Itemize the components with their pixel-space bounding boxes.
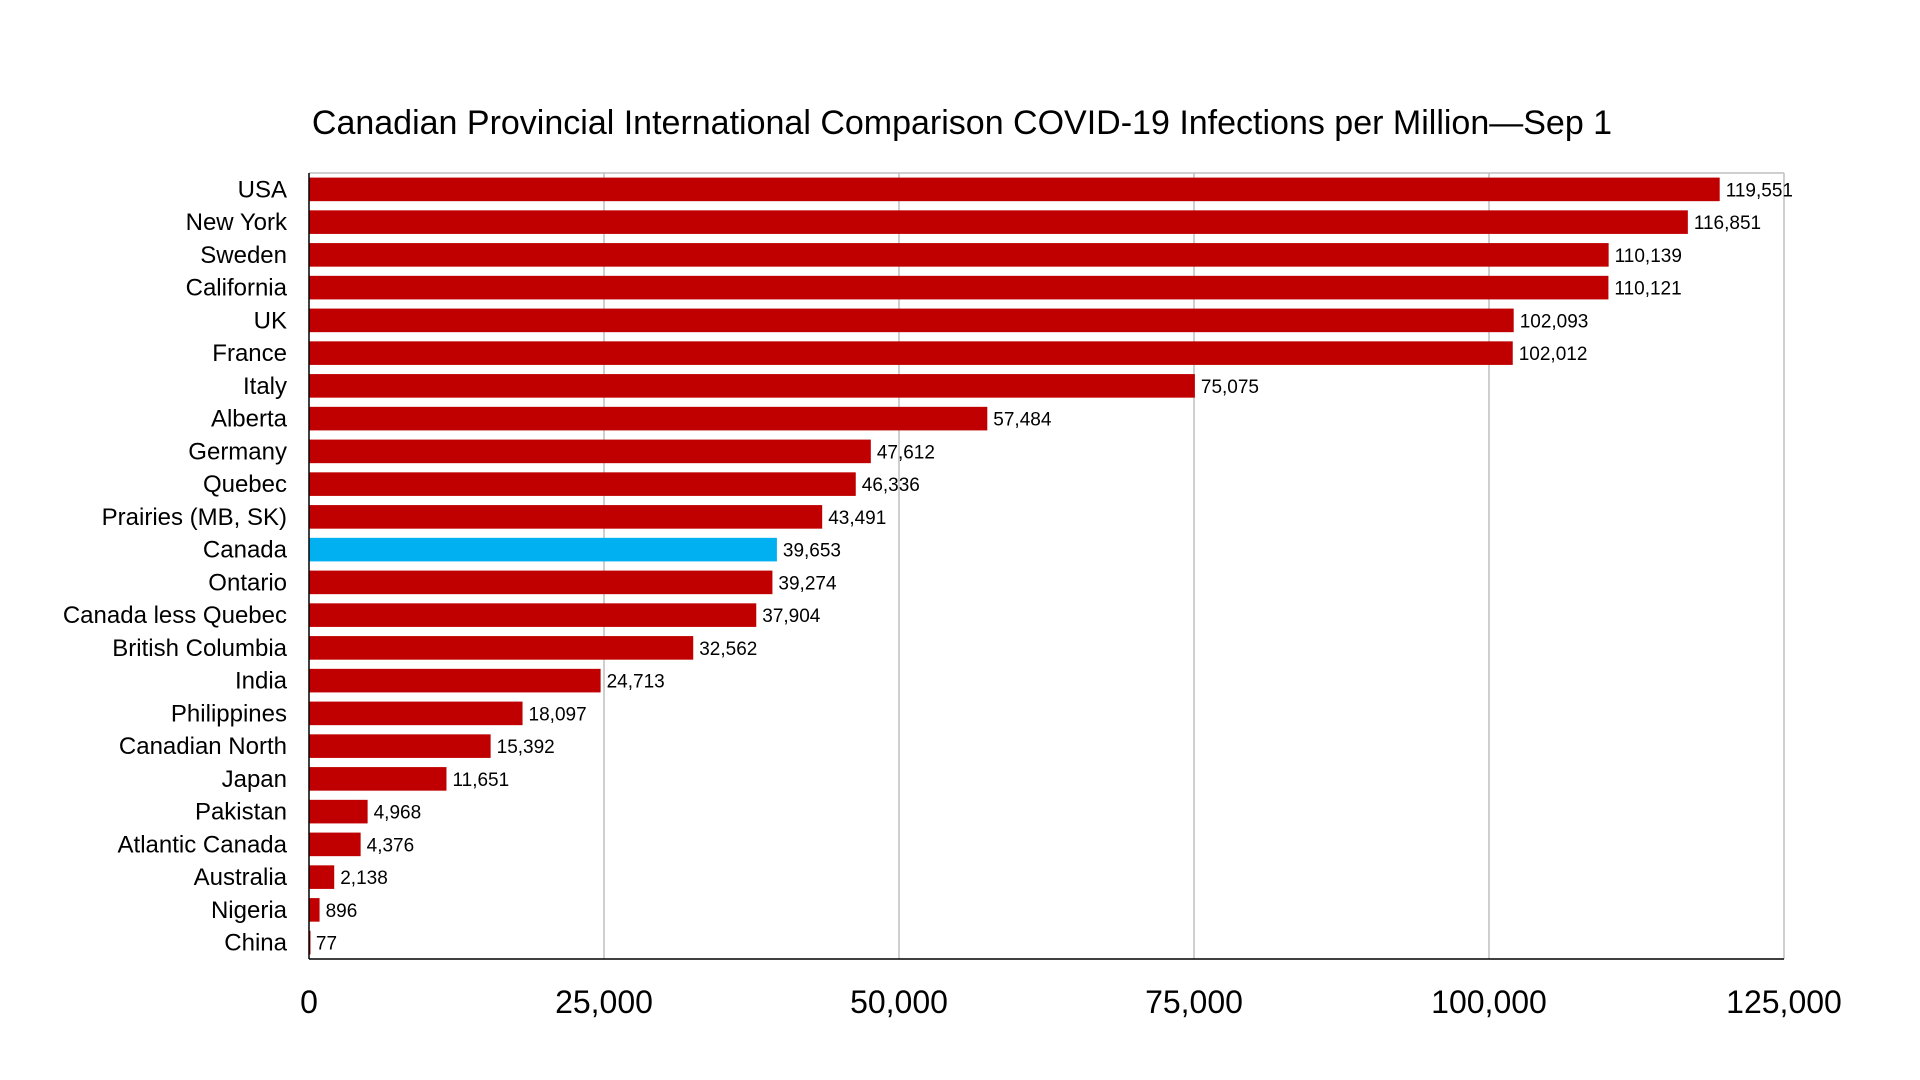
data-label: 102,093 bbox=[1520, 311, 1589, 332]
bar bbox=[309, 406, 988, 431]
data-label: 39,653 bbox=[783, 541, 841, 562]
category-label: Italy bbox=[243, 373, 287, 400]
category-label: Alberta bbox=[211, 406, 288, 433]
bar bbox=[309, 505, 823, 529]
category-label: UK bbox=[254, 307, 287, 334]
category-label: Canada bbox=[203, 537, 288, 564]
category-label: France bbox=[212, 340, 287, 367]
bar bbox=[309, 374, 1195, 398]
category-label: Nigeria bbox=[211, 897, 288, 924]
data-label: 110,139 bbox=[1615, 246, 1682, 267]
category-label: Germany bbox=[188, 438, 287, 465]
data-label: 102,012 bbox=[1519, 344, 1588, 365]
category-label: California bbox=[186, 275, 288, 302]
category-label: Canada less Quebec bbox=[63, 602, 287, 629]
data-label: 77 bbox=[316, 934, 337, 955]
gridlines bbox=[309, 172, 1785, 959]
category-label: Prairies (MB, SK) bbox=[102, 504, 287, 531]
category-label: Philippines bbox=[171, 700, 287, 727]
data-label: 24,713 bbox=[607, 672, 665, 693]
category-label: Quebec bbox=[203, 471, 287, 498]
data-label: 11,651 bbox=[452, 770, 509, 791]
data-label: 2,138 bbox=[340, 868, 388, 889]
x-tick-label: 100,000 bbox=[1431, 984, 1547, 1020]
bar bbox=[309, 570, 773, 595]
bar bbox=[309, 701, 523, 726]
bar bbox=[309, 636, 694, 660]
category-label: Canadian North bbox=[119, 733, 287, 760]
bars bbox=[309, 177, 1720, 955]
bar bbox=[309, 537, 777, 562]
data-label: 4,376 bbox=[367, 835, 415, 856]
bar bbox=[309, 734, 491, 758]
category-label: China bbox=[224, 930, 287, 957]
bar bbox=[309, 210, 1688, 234]
bar bbox=[309, 177, 1720, 202]
chart-title: Canadian Provincial International Compar… bbox=[312, 104, 1612, 142]
data-label: 4,968 bbox=[374, 803, 422, 824]
category-label: India bbox=[235, 668, 288, 695]
bar bbox=[309, 308, 1514, 333]
category-label: Sweden bbox=[200, 242, 287, 269]
value-labels: 119,551 116,851 110,139 110,121 102,093 102,0… bbox=[316, 180, 1793, 954]
data-label: 39,274 bbox=[778, 573, 837, 594]
category-labels: USA New York Sweden California UK France Italy… bbox=[63, 176, 288, 956]
data-label: 47,612 bbox=[877, 442, 935, 463]
bar bbox=[309, 668, 601, 693]
x-tick-label: 125,000 bbox=[1726, 984, 1842, 1020]
x-tick-label: 75,000 bbox=[1145, 984, 1243, 1020]
bar bbox=[309, 799, 368, 824]
data-label: 32,562 bbox=[699, 639, 757, 660]
category-label: Japan bbox=[222, 766, 287, 793]
data-label: 46,336 bbox=[862, 475, 920, 496]
bar bbox=[309, 243, 1609, 267]
bar bbox=[309, 898, 320, 922]
x-tick-label: 50,000 bbox=[850, 984, 948, 1020]
data-label: 119,551 bbox=[1726, 180, 1793, 201]
bar bbox=[309, 767, 447, 791]
data-label: 57,484 bbox=[993, 410, 1052, 431]
bar bbox=[309, 472, 856, 496]
category-label: British Columbia bbox=[112, 635, 287, 662]
category-label: Pakistan bbox=[195, 799, 287, 826]
category-label: USA bbox=[238, 176, 287, 203]
bar bbox=[309, 865, 335, 889]
bar bbox=[309, 603, 757, 627]
category-label: Ontario bbox=[208, 569, 287, 596]
x-tick-label: 25,000 bbox=[555, 984, 653, 1020]
data-label: 75,075 bbox=[1201, 377, 1259, 398]
data-label: 110,121 bbox=[1614, 279, 1681, 300]
bar bbox=[309, 275, 1609, 300]
data-label: 896 bbox=[326, 901, 358, 922]
data-label: 37,904 bbox=[762, 606, 821, 627]
axes bbox=[308, 173, 1784, 960]
x-axis-ticks: 0 25,000 50,000 75,000 100,000 125,000 bbox=[300, 984, 1842, 1020]
bar bbox=[309, 439, 871, 464]
data-label: 18,097 bbox=[529, 704, 587, 725]
data-label: 116,851 bbox=[1694, 213, 1761, 234]
bar bbox=[309, 832, 361, 857]
category-label: New York bbox=[186, 209, 288, 236]
bar bbox=[309, 341, 1513, 365]
x-tick-label: 0 bbox=[300, 984, 318, 1020]
data-label: 43,491 bbox=[828, 508, 886, 529]
category-label: Australia bbox=[194, 864, 288, 891]
data-label: 15,392 bbox=[497, 737, 555, 758]
category-label: Atlantic Canada bbox=[118, 831, 288, 858]
